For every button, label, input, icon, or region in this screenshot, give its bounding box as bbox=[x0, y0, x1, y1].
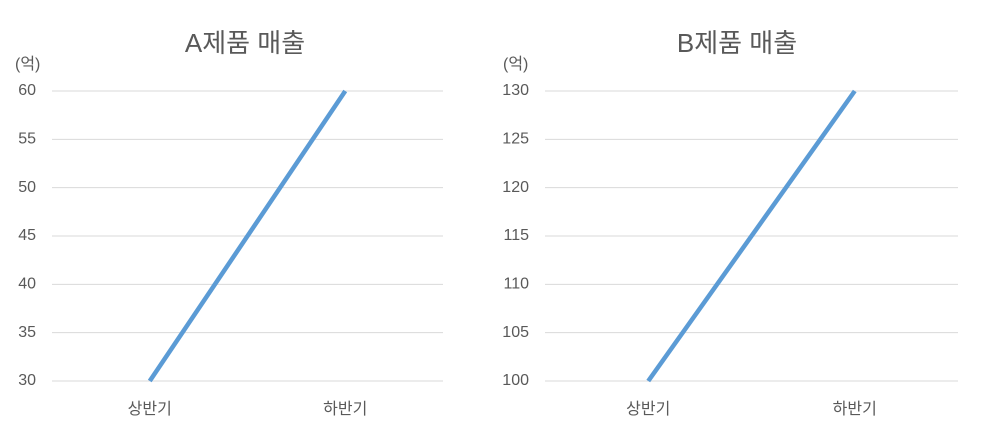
y-tick-label: 100 bbox=[502, 372, 529, 389]
chart-title: B제품 매출 bbox=[677, 28, 797, 58]
y-tick-label: 105 bbox=[502, 324, 529, 341]
chart: B제품 매출 (억) 100 105 110 115 120 125 130 상반기 하반기 bbox=[502, 28, 958, 418]
y-tick-label: 110 bbox=[503, 276, 529, 293]
y-tick-label: 115 bbox=[503, 227, 529, 244]
y-tick-label: 45 bbox=[18, 227, 36, 244]
y-tick-label: 120 bbox=[502, 179, 529, 196]
data-line bbox=[147, 89, 348, 383]
y-axis-label: (억) bbox=[503, 55, 528, 73]
x-tick-label: 상반기 bbox=[128, 400, 172, 418]
data-line bbox=[646, 89, 857, 383]
x-tick-label: 하반기 bbox=[833, 400, 877, 418]
y-tick-label: 60 bbox=[18, 82, 36, 99]
y-axis-label: (억) bbox=[15, 55, 40, 73]
chart-title: A제품 매출 bbox=[185, 28, 305, 58]
y-tick-label: 125 bbox=[502, 131, 529, 148]
y-tick-label: 30 bbox=[18, 372, 36, 389]
y-tick-label: 50 bbox=[18, 179, 36, 196]
y-tick-label: 130 bbox=[502, 82, 529, 99]
x-tick-label: 하반기 bbox=[323, 400, 367, 418]
chart: A제품 매출 (억) 30 35 40 45 50 55 60 상반기 하반기 bbox=[15, 28, 443, 418]
y-tick-label: 40 bbox=[18, 276, 36, 293]
y-tick-label: 55 bbox=[18, 131, 36, 148]
x-tick-label: 상반기 bbox=[626, 400, 670, 418]
y-tick-label: 35 bbox=[18, 324, 36, 341]
